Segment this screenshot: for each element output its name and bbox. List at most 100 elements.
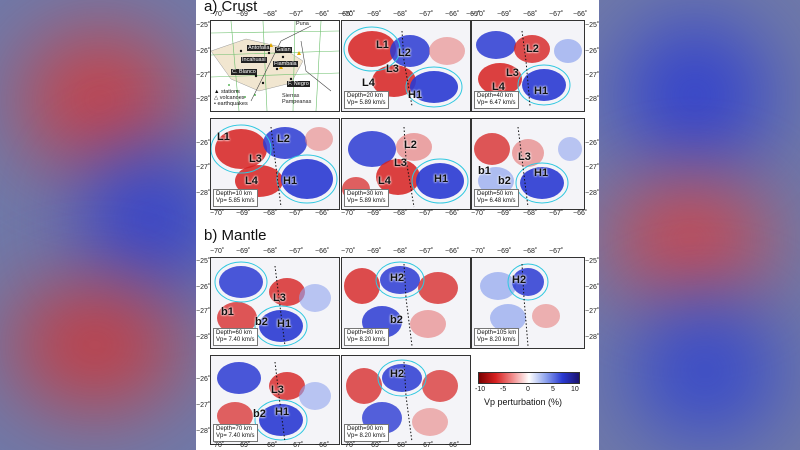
- bottom-lon-label-1: −70˚: [210, 210, 225, 217]
- label-80-0: H2: [390, 272, 405, 284]
- label-80-1: b2: [390, 314, 403, 326]
- vp-50km: Vp= 6.48 km/s: [477, 198, 516, 204]
- label-20-1: L2: [398, 47, 411, 59]
- mantle-bottom-lon-1: −70˚: [210, 442, 225, 449]
- depth-info-90km: Depth=90 km Vp= 8.20 km/s: [344, 424, 389, 442]
- lat-label-a1: −25˚: [196, 22, 211, 29]
- base-map-panel: Puna Antofalla Galan Incahuasi Fiambala …: [210, 20, 340, 112]
- mantle-bottom-lon-9: −67˚: [419, 442, 434, 449]
- mantle-top-lon-3: −68˚: [263, 248, 278, 255]
- lat-label-b3: −28˚: [196, 190, 211, 197]
- colorbar-tick-4: 5: [551, 386, 555, 393]
- label-40-3: H1: [534, 85, 549, 97]
- colorbar-tick-3: 0: [526, 386, 530, 393]
- depth-90km: Depth=90 km: [347, 426, 383, 432]
- mantle-top-lon-10: −66˚: [445, 248, 460, 255]
- lat-label-a2: −26˚: [196, 48, 211, 55]
- mantle-lat-r4: −28˚: [585, 334, 599, 341]
- label-30-1: L3: [394, 157, 407, 169]
- figure-panel: a) Crust b) Mantle −70˚ −69˚ −68˚ −67˚ −…: [196, 0, 599, 450]
- depth-10km: Depth=10 km: [216, 191, 252, 197]
- bottom-lon-label-3: −68˚: [263, 210, 278, 217]
- mantle-panel-90km: H2 Depth=90 km Vp= 8.20 km/s: [341, 355, 471, 445]
- vp-60km: Vp= 7.40 km/s: [216, 337, 255, 343]
- depth-info-40km: Depth=40 km Vp= 6.47 km/s: [474, 91, 519, 109]
- label-30-2: L4: [378, 175, 391, 187]
- lat-label-r3: −27˚: [585, 72, 599, 79]
- mantle-panel-70km: L3 b2 H1 Depth=70 km Vp= 7.40 km/s: [210, 355, 340, 445]
- label-60-0: L3: [273, 292, 286, 304]
- legend-stations: ▲ stations: [214, 89, 240, 95]
- mantle-lat-r2: −26˚: [585, 284, 599, 291]
- top-lon-label-16: −67˚: [549, 11, 564, 18]
- mantle-top-lon-1: −70˚: [210, 248, 225, 255]
- label-30-0: L2: [404, 139, 417, 151]
- tomography-map-30km: [342, 119, 470, 209]
- bottom-lon-label-9: −67˚: [419, 210, 434, 217]
- colorbar-tick-1: -10: [475, 386, 486, 393]
- mantle-lat-6: −27˚: [196, 402, 211, 409]
- depth-info-80km: Depth=80 km Vp= 8.20 km/s: [344, 328, 389, 346]
- top-lon-label-3: −68˚: [263, 11, 278, 18]
- label-50-0: L3: [518, 151, 531, 163]
- mantle-top-lon-9: −67˚: [419, 248, 434, 255]
- mantle-top-lon-4: −67˚: [289, 248, 304, 255]
- colorbar-title: Vp perturbation (%): [484, 397, 563, 407]
- colorbar-tick-5: 10: [571, 386, 579, 393]
- depth-info-105km: Depth=105 km Vp= 8.20 km/s: [474, 328, 520, 346]
- mantle-top-lon-6: −70˚: [341, 248, 356, 255]
- label-30-3: H1: [434, 173, 449, 185]
- top-lon-label-7: −70˚: [341, 11, 356, 18]
- depth-70km: Depth=70 km: [216, 426, 252, 432]
- top-lon-label-11: −66˚: [445, 11, 460, 18]
- lat-label-r4: −28˚: [585, 96, 599, 103]
- top-lon-label-4: −67˚: [289, 11, 304, 18]
- bottom-lon-label-2: −69˚: [236, 210, 251, 217]
- label-70-0: L3: [271, 384, 284, 396]
- label-70-1: b2: [253, 408, 266, 420]
- bottom-lon-label-12: −69˚: [497, 210, 512, 217]
- place-fiambala: Fiambala: [273, 61, 298, 67]
- vp-70km: Vp= 7.40 km/s: [216, 433, 255, 439]
- top-lon-label-17: −66˚: [573, 11, 588, 18]
- lat-label-r1: −25˚: [585, 22, 599, 29]
- map-legend: ▲ stations △ volcanoes • earthquakes: [214, 89, 248, 107]
- lat-label-r2: −26˚: [585, 48, 599, 55]
- place-blanco: C. Blanco: [231, 69, 257, 75]
- mantle-lat-1: −25˚: [196, 258, 211, 265]
- bottom-lon-label-5: −66˚: [315, 210, 330, 217]
- vp-40km: Vp= 6.47 km/s: [477, 100, 516, 106]
- top-lon-label-12: −65˚: [466, 11, 481, 18]
- label-10-3: L4: [245, 175, 258, 187]
- bottom-lon-label-4: −67˚: [289, 210, 304, 217]
- tomography-map-70km: [211, 356, 339, 444]
- depth-info-10km: Depth=10 km Vp= 5.85 km/s: [213, 189, 258, 207]
- label-50-2: b2: [498, 175, 511, 187]
- crust-panel-20km: L1 L2 L3 L4 H1 Depth=20 km Vp= 5.89 km/s: [341, 20, 471, 112]
- place-incahuasi: Incahuasi: [241, 57, 267, 63]
- mantle-bottom-lon-8: −68˚: [393, 442, 408, 449]
- label-60-2: b2: [255, 316, 268, 328]
- place-galan: Galan: [275, 47, 292, 53]
- depth-80km: Depth=80 km: [347, 330, 383, 336]
- crust-panel-50km: L3 b1 b2 H1 Depth=50 km Vp= 6.48 km/s: [471, 118, 585, 210]
- bottom-lon-label-7: −69˚: [367, 210, 382, 217]
- mantle-lat-r1: −25˚: [585, 258, 599, 265]
- tomography-map-105km: [472, 258, 584, 348]
- crust-title: a) Crust: [204, 0, 258, 15]
- label-105-0: H2: [512, 274, 527, 286]
- label-50-3: H1: [534, 167, 549, 179]
- top-lon-label-5: −66˚: [315, 11, 330, 18]
- label-70-2: H1: [275, 406, 290, 418]
- mantle-bottom-lon-5: −66˚: [315, 442, 330, 449]
- lat-label-r7: −28˚: [585, 190, 599, 197]
- label-10-4: H1: [283, 175, 298, 187]
- mantle-bottom-lon-7: −69˚: [367, 442, 382, 449]
- label-40-1: L3: [506, 67, 519, 79]
- mantle-bottom-lon-6: −70˚: [341, 442, 356, 449]
- top-lon-label-8: −69˚: [367, 11, 382, 18]
- place-antofalla: Antofalla: [247, 45, 271, 51]
- top-lon-label-6: −65˚: [338, 11, 353, 18]
- depth-105km: Depth=105 km: [477, 330, 517, 336]
- label-10-1: L2: [277, 133, 290, 145]
